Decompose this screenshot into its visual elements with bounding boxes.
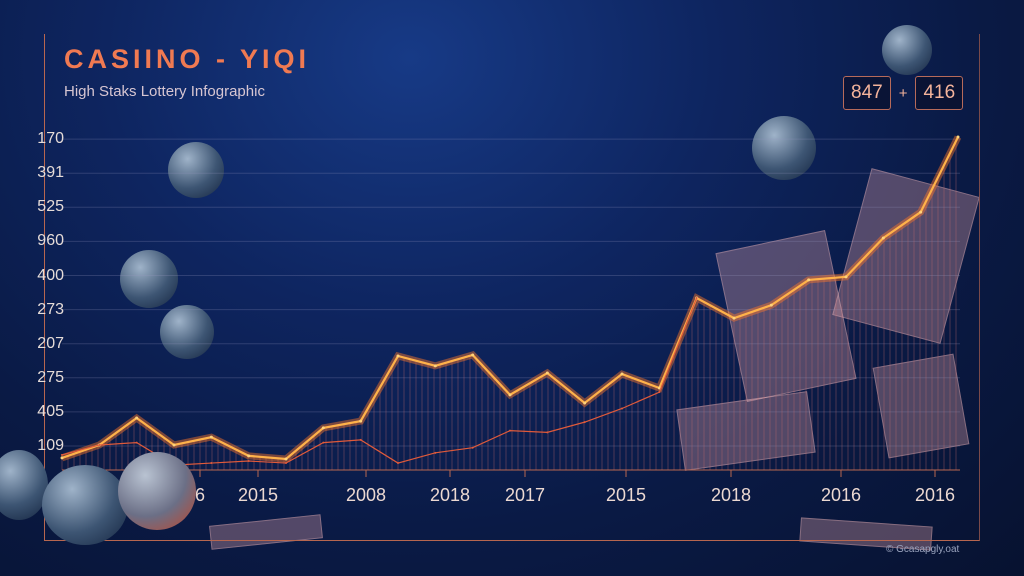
series-2-point xyxy=(135,441,138,444)
x-tick-label: 2018 xyxy=(710,485,752,505)
series-2-point xyxy=(621,407,623,410)
series-1-point xyxy=(172,443,176,447)
series-1-point xyxy=(433,364,437,368)
series-2-point xyxy=(98,443,101,446)
lottery-ball xyxy=(120,250,178,308)
series-1-point xyxy=(844,275,848,279)
y-tick-label: 109 xyxy=(37,437,64,454)
y-tick-label: 391 xyxy=(37,164,64,182)
series-1-point xyxy=(359,419,363,423)
lottery-ball xyxy=(0,450,48,520)
x-tick-label: 2015 xyxy=(237,485,279,505)
y-tick-label: 275 xyxy=(37,368,64,386)
score-box-left: 847 xyxy=(843,76,891,110)
lottery-ball xyxy=(168,142,224,198)
series-1-point xyxy=(508,393,512,397)
series-1-point xyxy=(583,401,587,405)
series-1-point xyxy=(284,457,288,461)
series-2-point xyxy=(658,391,661,394)
series-1-point xyxy=(209,435,213,439)
lottery-ball xyxy=(752,116,816,180)
chart-frame xyxy=(44,34,980,541)
y-tick-label: 273 xyxy=(37,300,64,318)
series-1-point xyxy=(620,372,624,376)
series-1-point xyxy=(881,236,885,240)
series-1-point xyxy=(396,354,400,358)
series-2-point xyxy=(583,421,586,424)
series-2-point xyxy=(509,429,511,432)
series-2-point xyxy=(695,297,698,300)
y-tick-label: 207 xyxy=(37,334,64,352)
series-2-point xyxy=(434,451,437,454)
series-1-point xyxy=(769,303,773,307)
series-1-point xyxy=(545,371,549,375)
chart-title: CASIINO - YIQI xyxy=(64,44,311,74)
x-tick-label: 2017 xyxy=(504,485,546,505)
x-tick-label: 2008 xyxy=(345,485,387,505)
series-1-point xyxy=(135,416,139,420)
series-2-point xyxy=(322,441,325,444)
x-tick-label: 2016 xyxy=(820,485,862,505)
x-tick-label: 2016 xyxy=(914,485,956,505)
score-boxes: 847 + 416 xyxy=(843,76,964,110)
lottery-ball xyxy=(118,452,196,530)
watermark: © Gcasapgly,oat xyxy=(886,544,960,555)
series-1-point xyxy=(919,210,923,214)
series-1-point xyxy=(956,135,960,139)
series-2-point xyxy=(285,462,287,465)
lottery-ball xyxy=(160,305,214,359)
series-2-point xyxy=(359,438,362,441)
y-tick-label: 170 xyxy=(37,130,64,148)
chart-subtitle: High Staks Lottery Infographic xyxy=(64,83,265,100)
series-1-point xyxy=(60,456,64,460)
y-tick-label: 525 xyxy=(37,198,64,216)
series-1-point xyxy=(732,316,736,320)
x-tick-label: 2015 xyxy=(605,485,647,505)
score-box-right: 416 xyxy=(915,76,964,110)
series-2-point xyxy=(210,462,213,465)
series-1-point xyxy=(321,426,325,430)
y-tick-label: 960 xyxy=(37,232,64,250)
series-2-point xyxy=(471,446,474,449)
x-tick-label: 6 xyxy=(194,485,206,505)
series-2-point xyxy=(546,431,549,434)
y-tick-label: 400 xyxy=(37,266,64,284)
lottery-ball xyxy=(882,25,932,75)
y-tick-label: 405 xyxy=(37,402,64,420)
series-1-point xyxy=(807,278,811,282)
series-1-point xyxy=(471,353,475,357)
x-tick-label: 2018 xyxy=(429,485,471,505)
series-1-point xyxy=(247,454,251,458)
series-2-point xyxy=(247,460,250,463)
series-2-point xyxy=(61,453,63,456)
series-2-point xyxy=(397,462,399,465)
plus-sign: + xyxy=(898,84,908,102)
lottery-ball xyxy=(42,465,128,545)
